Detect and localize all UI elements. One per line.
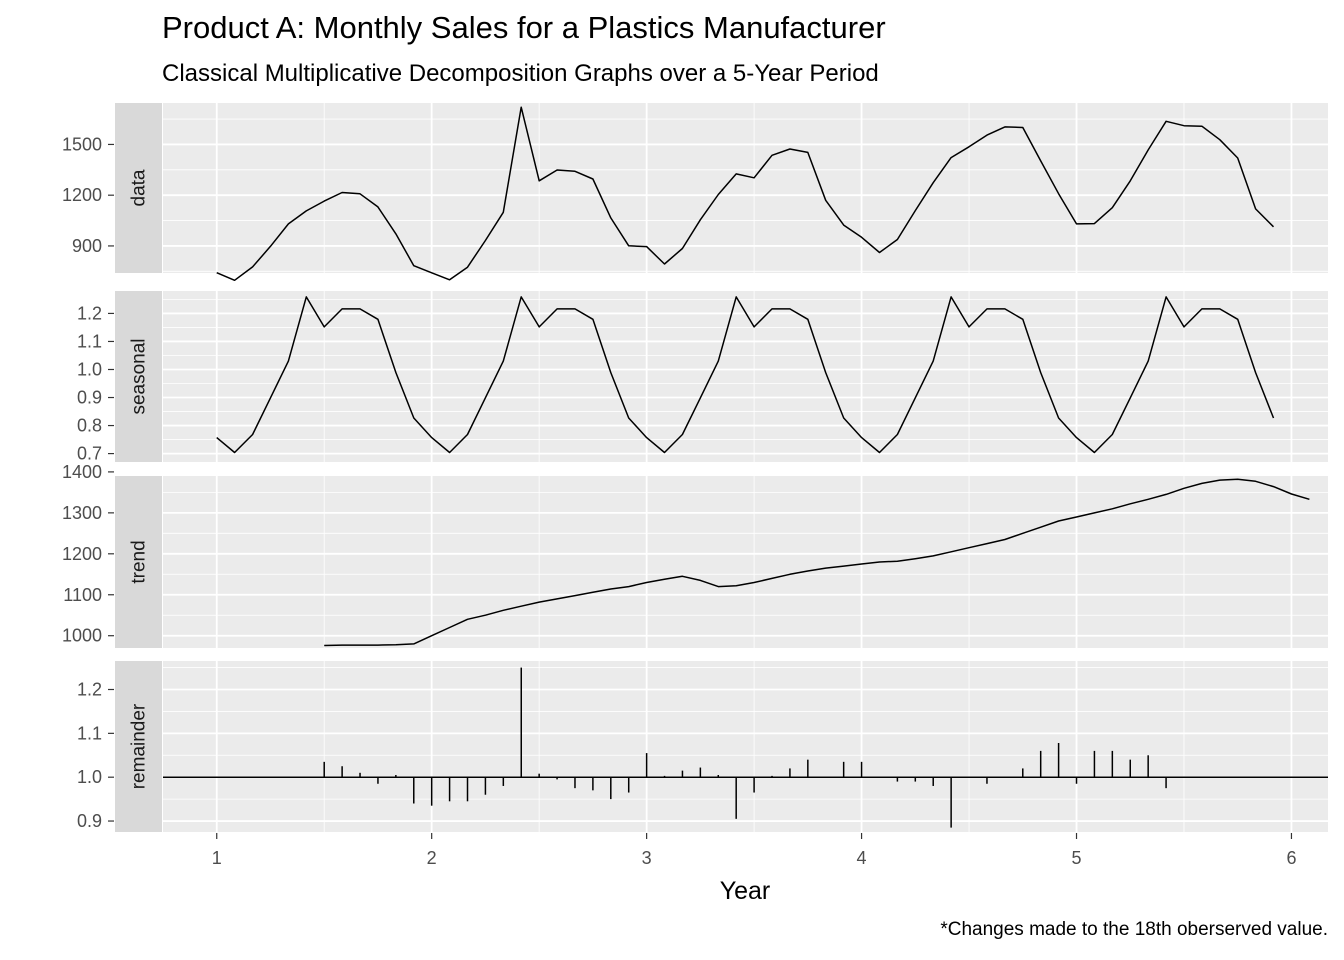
panel-remainder: 0.9 1.0 1.1 1.2 remainder bbox=[77, 661, 1328, 832]
y-tick-label: 1.1 bbox=[77, 723, 102, 743]
chart-title: Product A: Monthly Sales for a Plastics … bbox=[162, 10, 886, 45]
y-tick-label: 1300 bbox=[62, 503, 102, 523]
y-tick-label: 1200 bbox=[62, 544, 102, 564]
x-axis: 1 2 3 4 5 6 bbox=[212, 833, 1296, 868]
panel-background bbox=[163, 291, 1328, 462]
panel-background bbox=[163, 661, 1328, 832]
y-tick-label: 1400 bbox=[62, 462, 102, 482]
y-tick-label: 0.8 bbox=[77, 416, 102, 436]
panel-seasonal: 0.7 0.8 0.9 1.0 1.1 1.2 seasonal bbox=[77, 291, 1328, 464]
chart-caption: *Changes made to the 18th oberserved val… bbox=[940, 919, 1328, 940]
x-axis-label: Year bbox=[720, 877, 771, 905]
y-tick-label: 1000 bbox=[62, 626, 102, 646]
panel-trend: 1000 1100 1200 1300 1400 trend bbox=[62, 462, 1328, 648]
x-tick-label: 1 bbox=[212, 848, 222, 868]
x-tick-label: 4 bbox=[857, 848, 867, 868]
strip-background bbox=[115, 291, 162, 462]
y-tick-label: 1.2 bbox=[77, 303, 102, 323]
chart-subtitle: Classical Multiplicative Decomposition G… bbox=[162, 60, 879, 87]
series-line-data bbox=[216, 106, 1275, 282]
y-tick-label: 0.9 bbox=[77, 388, 102, 408]
panel-background bbox=[163, 476, 1328, 648]
y-tick-label: 0.7 bbox=[77, 444, 102, 464]
y-tick-label: 1100 bbox=[63, 585, 102, 605]
y-tick-label: 0.9 bbox=[77, 811, 102, 831]
series-line-seasonal bbox=[216, 296, 1275, 454]
panel-background bbox=[163, 103, 1328, 273]
y-tick-label: 1200 bbox=[62, 185, 102, 205]
y-tick-label: 1500 bbox=[62, 134, 102, 154]
x-tick-label: 6 bbox=[1286, 848, 1296, 868]
y-tick-label: 1.0 bbox=[77, 767, 102, 787]
y-tick-label: 1.1 bbox=[77, 331, 102, 351]
x-tick-label: 5 bbox=[1072, 848, 1082, 868]
y-tick-label: 1.0 bbox=[77, 359, 102, 379]
strip-background bbox=[115, 476, 162, 648]
strip-label-seasonal: seasonal bbox=[129, 338, 150, 414]
strip-label-trend: trend bbox=[129, 540, 150, 583]
y-tick-label: 1.2 bbox=[77, 680, 102, 700]
x-tick-label: 2 bbox=[427, 848, 437, 868]
series-line-trend bbox=[324, 478, 1310, 647]
y-tick-label: 900 bbox=[72, 236, 102, 256]
strip-label-data: data bbox=[129, 169, 150, 206]
panels-layer: 900 1200 1500 data 0.7 0.8 0.9 1.0 1.1 1.2 seasona… bbox=[62, 103, 1328, 832]
strip-label-remainder: remainder bbox=[129, 703, 150, 789]
strip-background bbox=[115, 661, 162, 832]
strip-background bbox=[115, 103, 162, 273]
panel-data: 900 1200 1500 data bbox=[62, 103, 1328, 282]
x-tick-label: 3 bbox=[642, 848, 652, 868]
